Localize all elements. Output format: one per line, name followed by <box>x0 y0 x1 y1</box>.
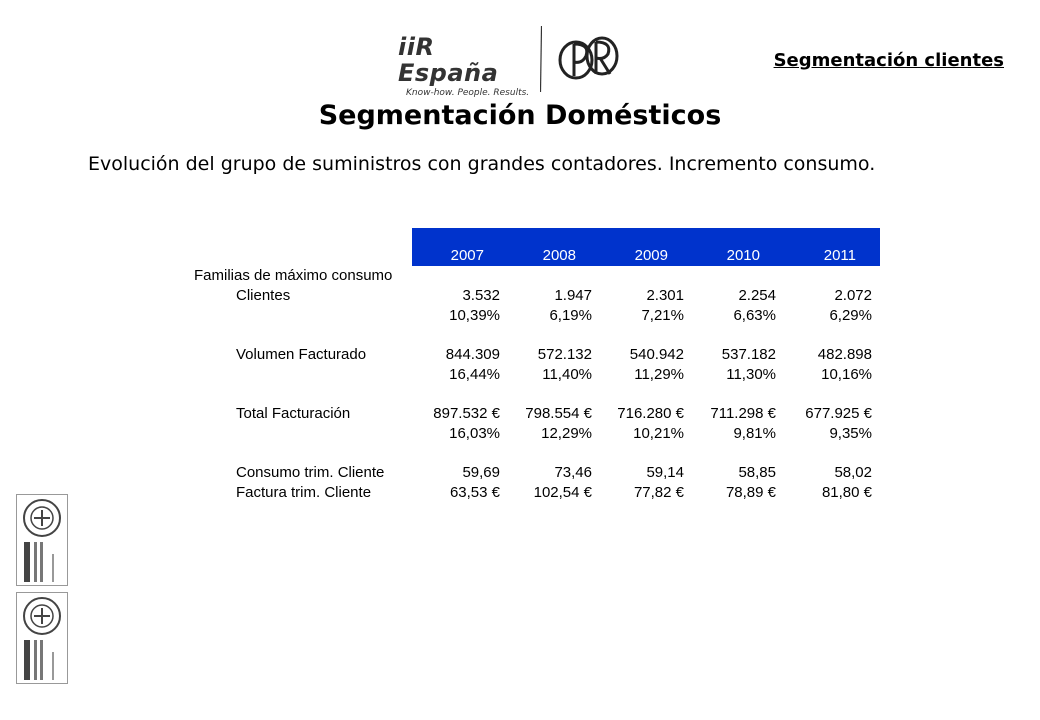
year-header: 2010 <box>692 228 784 266</box>
table-row: Total Facturación 897.532 € 798.554 € 71… <box>190 404 880 424</box>
table-cell: 711.298 € <box>710 405 776 422</box>
header-blank-cell <box>190 228 412 266</box>
year-header-row: 2007 2008 2009 2010 2011 <box>190 228 880 266</box>
table-cell: 540.942 <box>629 346 684 363</box>
row-label <box>190 365 412 385</box>
table-cell: 11,30% <box>726 366 776 383</box>
table-cell: 10,21% <box>633 425 684 442</box>
table-cell: 63,53 € <box>449 484 500 501</box>
table-cell: 798.554 € <box>525 405 592 422</box>
table-cell: 9,81% <box>733 425 776 442</box>
page-title: Segmentación Domésticos <box>318 100 722 131</box>
table-row: Factura trim. Cliente 63,53 € 102,54 € 7… <box>190 483 880 503</box>
table-cell: 12,29% <box>541 425 592 442</box>
table-cell: 59,69 <box>462 464 500 481</box>
logo-tagline: Know-how. People. Results. <box>406 88 530 98</box>
table-cell: 3.532 <box>462 287 500 304</box>
table-cell: 11,29% <box>634 366 684 383</box>
table-cell: 844.309 <box>445 346 500 363</box>
row-label: Volumen Facturado <box>236 346 367 363</box>
table-cell: 537.182 <box>721 346 776 363</box>
year-header: 2011 <box>784 228 880 266</box>
table-cell: 6,63% <box>733 307 776 324</box>
spacer-row <box>190 444 880 463</box>
table-cell: 2.254 <box>738 287 776 304</box>
row-label: Consumo trim. Cliente <box>236 464 385 481</box>
table-cell: 58,85 <box>738 464 776 481</box>
year-header: 2008 <box>508 228 600 266</box>
table-cell: 7,21% <box>641 307 684 324</box>
row-label: Total Facturación <box>236 405 351 422</box>
table-cell: 1.947 <box>554 287 592 304</box>
table-cell: 73,46 <box>554 464 592 481</box>
family-row: Familias de máximo consumo <box>190 266 880 286</box>
year-header: 2007 <box>412 228 508 266</box>
table-cell: 102,54 € <box>533 484 592 501</box>
spacer-row <box>190 385 880 404</box>
iir-espana-logo: iiR España Know-how. People. Results. <box>398 34 538 98</box>
table-cell: 58,02 <box>834 464 872 481</box>
table-row: Clientes 3.532 1.947 2.301 2.254 2.072 <box>190 286 880 306</box>
table-cell: 10,16% <box>821 366 872 383</box>
table-cell: 11,40% <box>542 366 592 383</box>
table-row: 16,03% 12,29% 10,21% 9,81% 9,35% <box>190 424 880 444</box>
table-cell: 6,19% <box>549 307 592 324</box>
logo-brand: iiR España <box>398 33 499 87</box>
spacer-row <box>190 326 880 345</box>
table-cell: 81,80 € <box>821 484 872 501</box>
table-cell: 2.301 <box>646 287 684 304</box>
table-row: 16,44% 11,40% 11,29% 11,30% 10,16% <box>190 365 880 385</box>
table-row: Consumo trim. Cliente 59,69 73,46 59,14 … <box>190 463 880 483</box>
intro-paragraph: Evolución del grupo de suministros con g… <box>88 153 876 175</box>
table-cell: 16,03% <box>449 425 500 442</box>
table-cell: 2.072 <box>834 287 872 304</box>
row-label <box>190 424 412 444</box>
year-header: 2009 <box>600 228 692 266</box>
table-cell: 716.280 € <box>617 405 684 422</box>
pr-monogram-logo <box>558 36 619 80</box>
table-row: 10,39% 6,19% 7,21% 6,63% 6,29% <box>190 306 880 326</box>
row-label: Clientes <box>236 287 291 304</box>
row-label <box>190 306 412 326</box>
table-cell: 77,82 € <box>633 484 684 501</box>
certification-seal-icon <box>16 592 68 684</box>
section-label: Segmentación clientes <box>773 50 1004 71</box>
table-cell: 10,39% <box>449 307 500 324</box>
table-cell: 6,29% <box>829 307 872 324</box>
certification-seal-icon <box>16 494 68 586</box>
family-label: Familias de máximo consumo <box>194 267 393 284</box>
table-cell: 78,89 € <box>725 484 776 501</box>
table-cell: 59,14 <box>646 464 684 481</box>
table-cell: 897.532 € <box>433 405 500 422</box>
row-label: Factura trim. Cliente <box>236 484 372 501</box>
data-table-container: 2007 2008 2009 2010 2011 Familias de máx… <box>190 228 890 503</box>
table-cell: 9,35% <box>829 425 872 442</box>
logo-divider <box>540 26 542 92</box>
table-cell: 482.898 <box>817 346 872 363</box>
table-cell: 16,44% <box>449 366 500 383</box>
table-cell: 677.925 € <box>805 405 872 422</box>
consumption-table: 2007 2008 2009 2010 2011 Familias de máx… <box>190 228 880 503</box>
table-row: Volumen Facturado 844.309 572.132 540.94… <box>190 345 880 365</box>
table-cell: 572.132 <box>537 346 592 363</box>
